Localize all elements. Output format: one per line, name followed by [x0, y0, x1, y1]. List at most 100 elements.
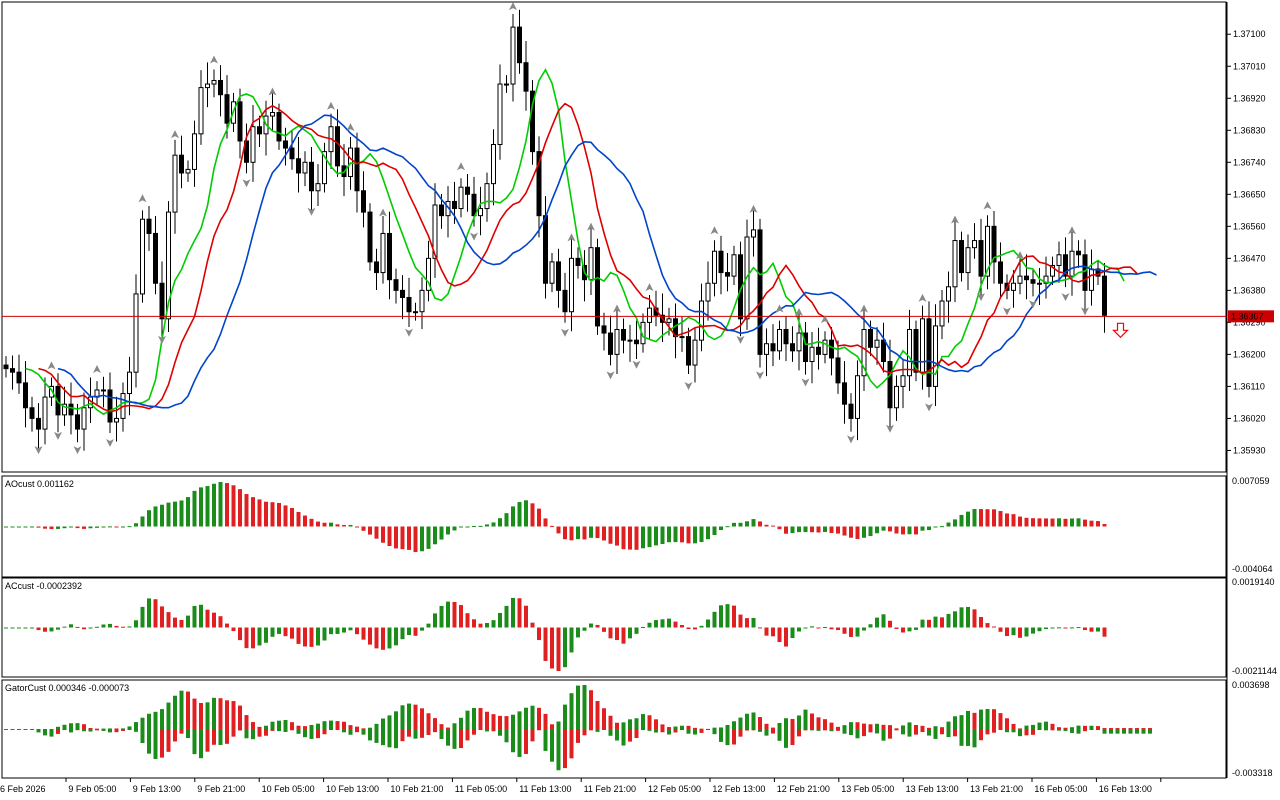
- ac-bar: [69, 624, 73, 628]
- gator-upper-bar: [829, 722, 834, 729]
- candle-body: [1089, 268, 1094, 291]
- gator-upper-bar: [979, 709, 983, 729]
- gator-lower-bar: [446, 729, 450, 746]
- ao-bar: [4, 526, 8, 528]
- gator-lower-bar: [966, 729, 970, 746]
- candle-body: [387, 232, 392, 281]
- ao-bar: [621, 526, 626, 550]
- gator-lower-bar: [212, 729, 216, 745]
- gator-upper-bar: [1011, 723, 1016, 729]
- gator-lower-bar: [1109, 729, 1113, 734]
- candle-body: [315, 183, 321, 192]
- candle-body: [393, 279, 399, 291]
- ac-bar: [699, 625, 704, 628]
- gator-upper-bar: [459, 717, 463, 729]
- candle-body: [679, 336, 685, 339]
- gator-upper-bar: [381, 718, 385, 729]
- fractal-down-arrow: [1029, 300, 1037, 309]
- gator-upper-bar: [472, 707, 476, 729]
- ao-title: AOcust 0.001162: [5, 479, 74, 489]
- gator-lower-bar: [30, 729, 34, 730]
- candle-body: [309, 161, 314, 192]
- ao-bar: [836, 526, 840, 534]
- ao-bar: [166, 502, 171, 527]
- fractal-up-arrow: [710, 226, 719, 235]
- ac-bar: [257, 627, 262, 646]
- candle-body: [965, 247, 971, 274]
- gator-lower-bar: [17, 729, 21, 730]
- gator-upper-bar: [407, 703, 411, 729]
- gator-upper-bar: [1109, 728, 1113, 730]
- fractal-up-arrow: [821, 315, 829, 324]
- fractal-up-arrow: [918, 293, 927, 302]
- ac-bar: [621, 627, 626, 644]
- ao-bar: [452, 526, 457, 531]
- ac-bar: [329, 627, 333, 635]
- ao-bar: [303, 515, 307, 527]
- gator-lower-bar: [550, 729, 554, 762]
- candle-body: [465, 186, 470, 195]
- ao-bar: [322, 522, 327, 527]
- candle-body: [198, 87, 204, 135]
- gator-lower-bar: [667, 729, 671, 735]
- ao-bar: [101, 526, 106, 528]
- gator-lower-bar: [303, 729, 307, 738]
- gator-lower-bar: [1044, 729, 1048, 731]
- ao-bar: [615, 526, 619, 546]
- ao-bar: [1031, 518, 1035, 527]
- ao-bar: [940, 526, 944, 528]
- gator-upper-bar: [1102, 728, 1107, 730]
- gator-lower-bar: [511, 729, 515, 753]
- ao-bar: [465, 526, 470, 528]
- candle-body: [1050, 264, 1055, 277]
- gator-upper-bar: [972, 712, 977, 729]
- ac-bar: [1063, 627, 1068, 629]
- gator-upper-bar: [400, 705, 405, 729]
- gator-lower-bar: [231, 729, 236, 737]
- time-tick-label: 12 Feb 05:00: [648, 784, 701, 794]
- ao-bar: [680, 526, 684, 543]
- gator-upper-bar: [810, 713, 814, 729]
- gator-upper-bar: [634, 718, 639, 729]
- ao-bar: [82, 526, 86, 529]
- ao-bar: [777, 526, 782, 530]
- price-tick-label: 1.36830: [1233, 125, 1266, 135]
- gator-upper-bar: [62, 724, 67, 729]
- ac-bar: [784, 627, 788, 647]
- gator-upper-bar: [322, 721, 327, 729]
- ao-panel[interactable]: [1, 475, 1227, 578]
- gator-panel[interactable]: [1, 679, 1227, 779]
- gator-upper-bar: [166, 702, 171, 729]
- gator-upper-bar: [732, 721, 736, 729]
- candle-body: [991, 225, 997, 263]
- price-panel[interactable]: 1.37100 1.37010 1.36920 1.36830 1.36740 1.366…: [1, 1, 1274, 473]
- ac-bar: [426, 623, 431, 628]
- ac-bar: [777, 627, 782, 643]
- candle-body: [712, 250, 717, 284]
- ac-bar: [543, 627, 548, 661]
- ac-bar: [992, 626, 996, 628]
- candle-body: [718, 250, 724, 274]
- ac-bar: [602, 627, 606, 632]
- candle-body: [757, 229, 763, 355]
- gator-lower-bar: [36, 729, 41, 733]
- gator-lower-bar: [361, 729, 366, 735]
- candle-body: [835, 357, 841, 384]
- gator-lower-bar: [777, 729, 782, 741]
- ao-bar: [478, 525, 483, 527]
- fractal-up-arrow: [951, 215, 959, 224]
- candle-body: [764, 343, 769, 355]
- candle-body: [1037, 282, 1042, 285]
- ac-bar: [712, 611, 717, 628]
- candle-body: [1056, 254, 1062, 266]
- candle-body: [491, 144, 496, 185]
- gator-lower-bar: [647, 729, 652, 731]
- ao-bar: [127, 526, 132, 528]
- candle-body: [432, 204, 438, 259]
- gator-upper-bar: [907, 722, 912, 729]
- gator-upper-bar: [147, 713, 151, 729]
- candle-body: [803, 332, 808, 363]
- ac-panel[interactable]: [1, 577, 1227, 678]
- candle-body: [998, 261, 1003, 284]
